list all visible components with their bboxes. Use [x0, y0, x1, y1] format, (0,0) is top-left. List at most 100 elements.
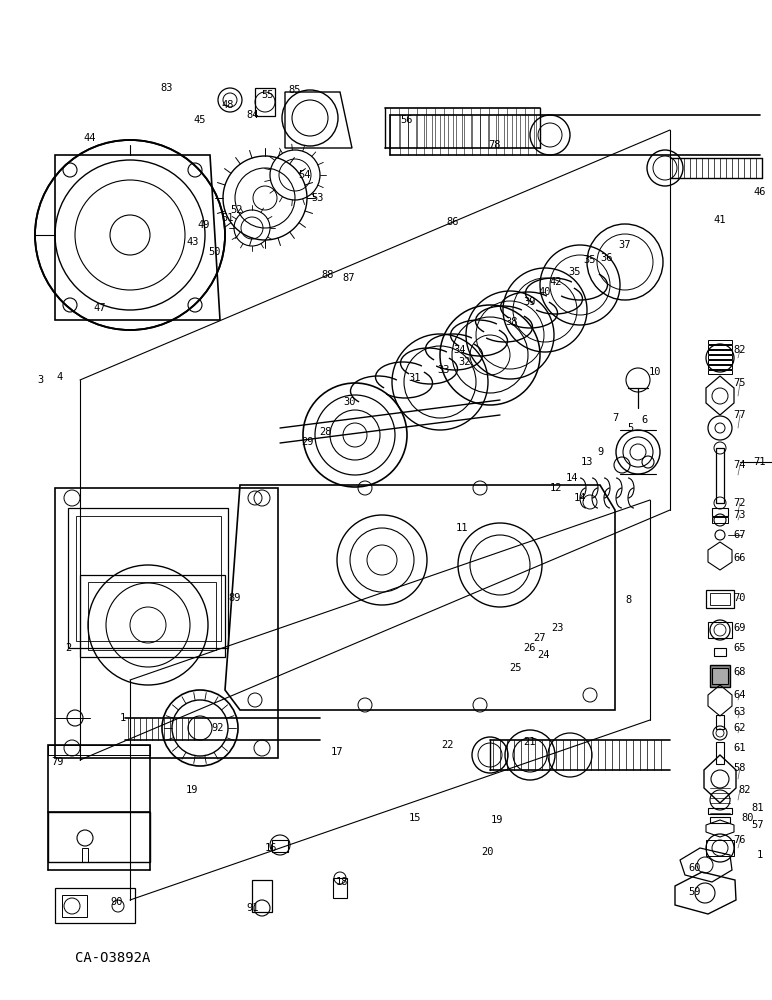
- Text: 67: 67: [733, 530, 747, 540]
- Text: CA-O3892A: CA-O3892A: [75, 951, 151, 965]
- Bar: [708, 370, 732, 374]
- Bar: [708, 360, 732, 364]
- Bar: [708, 622, 732, 638]
- Text: 30: 30: [344, 397, 356, 407]
- Bar: [706, 590, 734, 608]
- Bar: [255, 88, 275, 116]
- Text: 21: 21: [523, 737, 537, 747]
- Text: 68: 68: [733, 667, 747, 677]
- Text: 58: 58: [733, 763, 747, 773]
- Text: 46: 46: [753, 187, 767, 197]
- Text: 1: 1: [120, 713, 126, 723]
- Text: 23: 23: [552, 623, 564, 633]
- Text: 66: 66: [733, 553, 747, 563]
- Bar: [714, 648, 726, 656]
- Text: 81: 81: [752, 803, 764, 813]
- Text: 50: 50: [208, 247, 222, 257]
- Bar: [708, 808, 732, 814]
- Text: 73: 73: [733, 510, 747, 520]
- Text: 33: 33: [438, 365, 450, 375]
- Bar: [82, 848, 88, 862]
- Text: 6: 6: [642, 415, 648, 425]
- Bar: [55, 888, 135, 923]
- Text: 25: 25: [509, 663, 521, 673]
- Text: 14: 14: [566, 473, 578, 483]
- Bar: [80, 575, 225, 657]
- Text: 36: 36: [601, 253, 613, 263]
- Text: 9: 9: [597, 447, 603, 457]
- Text: 15: 15: [408, 813, 422, 823]
- Text: 20: 20: [481, 847, 493, 857]
- Text: 92: 92: [212, 723, 224, 733]
- Text: 61: 61: [733, 743, 747, 753]
- Bar: [708, 345, 732, 349]
- Bar: [333, 878, 347, 898]
- Bar: [62, 895, 87, 917]
- Text: 35: 35: [584, 255, 596, 265]
- Text: 13: 13: [581, 457, 593, 467]
- Text: 45: 45: [194, 115, 206, 125]
- Text: 62: 62: [733, 723, 747, 733]
- Text: 3: 3: [37, 375, 43, 385]
- Text: 5: 5: [627, 423, 633, 433]
- Text: 7: 7: [612, 413, 618, 423]
- Text: 48: 48: [222, 100, 234, 110]
- Text: 90: 90: [110, 897, 124, 907]
- Text: 85: 85: [289, 85, 301, 95]
- Text: 84: 84: [247, 110, 259, 120]
- Text: 8: 8: [625, 595, 631, 605]
- Bar: [708, 365, 732, 369]
- Bar: [716, 742, 724, 764]
- Text: 27: 27: [533, 633, 547, 643]
- Text: 43: 43: [187, 237, 199, 247]
- Text: 24: 24: [537, 650, 549, 660]
- Text: 32: 32: [459, 357, 471, 367]
- Text: 65: 65: [733, 643, 747, 653]
- Text: 76: 76: [733, 835, 747, 845]
- Text: 16: 16: [265, 843, 277, 853]
- Text: 86: 86: [447, 217, 459, 227]
- Text: 63: 63: [733, 707, 747, 717]
- Text: 91: 91: [247, 903, 259, 913]
- Text: 52: 52: [231, 205, 243, 215]
- Text: 38: 38: [506, 317, 518, 327]
- Bar: [252, 880, 272, 912]
- Text: 12: 12: [550, 483, 562, 493]
- Text: 83: 83: [161, 83, 173, 93]
- Text: 34: 34: [454, 345, 466, 355]
- Text: 77: 77: [733, 410, 747, 420]
- Bar: [88, 582, 216, 650]
- Text: 40: 40: [539, 287, 551, 297]
- Bar: [708, 350, 732, 354]
- Text: 11: 11: [455, 523, 469, 533]
- Text: 55: 55: [262, 90, 274, 100]
- Text: 41: 41: [714, 215, 726, 225]
- Text: 17: 17: [330, 747, 344, 757]
- Text: 19: 19: [491, 815, 503, 825]
- Text: 44: 44: [83, 133, 96, 143]
- Bar: [710, 665, 730, 687]
- Text: 57: 57: [752, 820, 764, 830]
- Text: 89: 89: [229, 593, 241, 603]
- Bar: [76, 516, 221, 641]
- Bar: [710, 817, 730, 823]
- Text: 71: 71: [753, 457, 767, 467]
- Text: 35: 35: [569, 267, 581, 277]
- Text: 2: 2: [65, 643, 71, 653]
- Bar: [712, 517, 728, 523]
- Text: 47: 47: [93, 303, 107, 313]
- Text: 59: 59: [689, 887, 701, 897]
- Bar: [272, 840, 288, 852]
- Text: 26: 26: [523, 643, 537, 653]
- Text: 69: 69: [733, 623, 747, 633]
- Bar: [708, 340, 732, 344]
- Text: 10: 10: [648, 367, 662, 377]
- Bar: [706, 840, 734, 856]
- Bar: [712, 668, 728, 684]
- Text: 74: 74: [733, 460, 747, 470]
- Text: 42: 42: [550, 277, 562, 287]
- Text: 78: 78: [489, 140, 501, 150]
- Text: 75: 75: [733, 378, 747, 388]
- Bar: [708, 355, 732, 359]
- Text: 56: 56: [401, 115, 413, 125]
